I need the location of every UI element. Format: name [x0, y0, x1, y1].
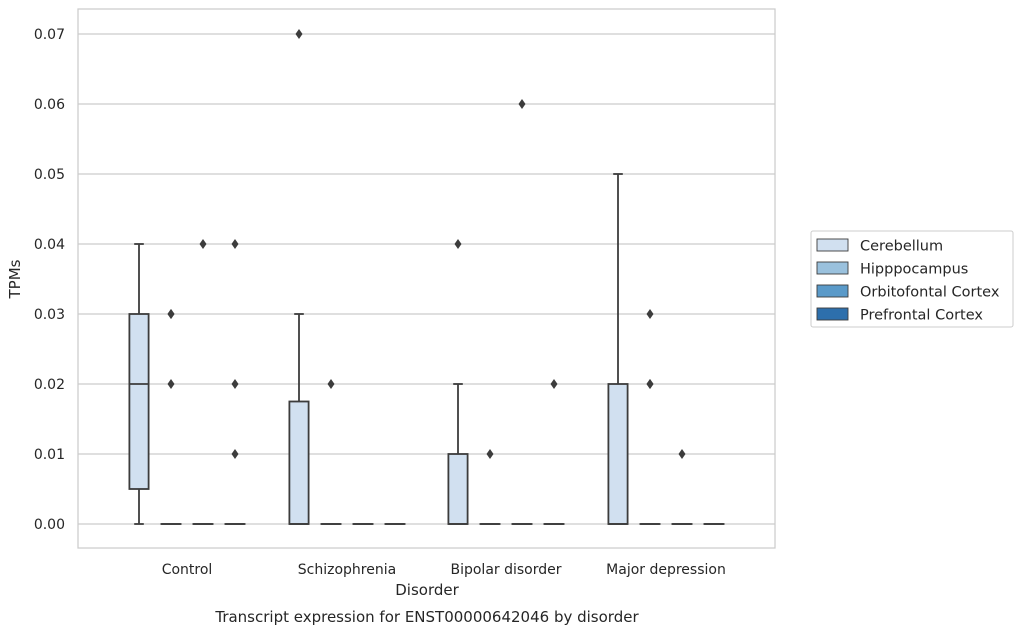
- outlier-point: [550, 379, 558, 389]
- y-tick-label: 0.03: [34, 307, 65, 323]
- legend-label: Prefrontal Cortex: [860, 308, 983, 324]
- box-cerebellum: [607, 173, 629, 525]
- y-tick-label: 0.05: [34, 167, 65, 183]
- box-cerebellum: [128, 243, 150, 525]
- legend-label: Orbitofontal Cortex: [860, 285, 1000, 301]
- outlier-point: [231, 379, 239, 389]
- outlier-point: [646, 379, 654, 389]
- x-tick-label: Major depression: [606, 562, 726, 578]
- box-prefrontal-cortex: [224, 239, 246, 525]
- outlier-point: [486, 449, 494, 459]
- legend-label: Cerebellum: [860, 239, 943, 255]
- outlier-point: [678, 449, 686, 459]
- outlier-point: [231, 239, 239, 249]
- legend-swatch: [816, 307, 849, 321]
- box-series: [128, 29, 725, 525]
- grid-lines: [78, 33, 775, 525]
- y-tick-label: 0.02: [34, 377, 65, 393]
- box-cerebellum: [288, 29, 310, 525]
- x-tick-label: Control: [162, 562, 213, 578]
- box-prefrontal-cortex: [543, 379, 565, 525]
- outlier-point: [167, 309, 175, 319]
- legend-swatch: [816, 238, 849, 252]
- box-body: [288, 400, 310, 525]
- box-orbitofontal-cortex: [511, 99, 533, 525]
- y-tick-label: 0.00: [34, 517, 65, 533]
- outlier-point: [327, 379, 335, 389]
- y-tick-label: 0.06: [34, 97, 65, 113]
- outlier-point: [646, 309, 654, 319]
- outlier-point: [295, 29, 303, 39]
- legend: Cerebellum Hipppocampus Orbitofontal Corte…: [810, 230, 1014, 328]
- outlier-point: [231, 449, 239, 459]
- box-body: [607, 383, 629, 525]
- legend-swatch: [816, 284, 849, 298]
- legend-swatch: [816, 261, 849, 275]
- box-orbitofontal-cortex: [671, 449, 693, 525]
- box-cerebellum: [447, 239, 469, 525]
- x-axis-ticks: Control Schizophrenia Bipolar disorder Majo…: [162, 562, 726, 578]
- outlier-point: [167, 379, 175, 389]
- x-tick-label: Schizophrenia: [298, 562, 396, 578]
- y-tick-label: 0.07: [34, 27, 65, 43]
- outlier-point: [454, 239, 462, 249]
- y-tick-label: 0.01: [34, 447, 65, 463]
- plot-frame: [77, 8, 776, 549]
- box-hipppocampus: [639, 309, 661, 525]
- chart-title: Transcript expression for ENST0000064204…: [214, 608, 639, 626]
- box-hipppocampus: [479, 449, 501, 525]
- y-axis-ticks: 0.00 0.01 0.02 0.03 0.04 0.05 0.06 0.07: [34, 27, 65, 533]
- box-hipppocampus: [320, 379, 342, 525]
- y-tick-label: 0.04: [34, 237, 65, 253]
- x-tick-label: Bipolar disorder: [450, 562, 561, 578]
- box-body: [447, 453, 469, 525]
- y-axis-label: TPMs: [6, 259, 24, 299]
- legend-label: Hipppocampus: [860, 262, 968, 278]
- box-body: [128, 313, 150, 490]
- x-axis-label: Disorder: [395, 581, 459, 599]
- outlier-point: [199, 239, 207, 249]
- box-orbitofontal-cortex: [192, 239, 214, 525]
- box-hipppocampus: [160, 309, 182, 525]
- legend-frame: [810, 230, 1014, 328]
- outlier-point: [518, 99, 526, 109]
